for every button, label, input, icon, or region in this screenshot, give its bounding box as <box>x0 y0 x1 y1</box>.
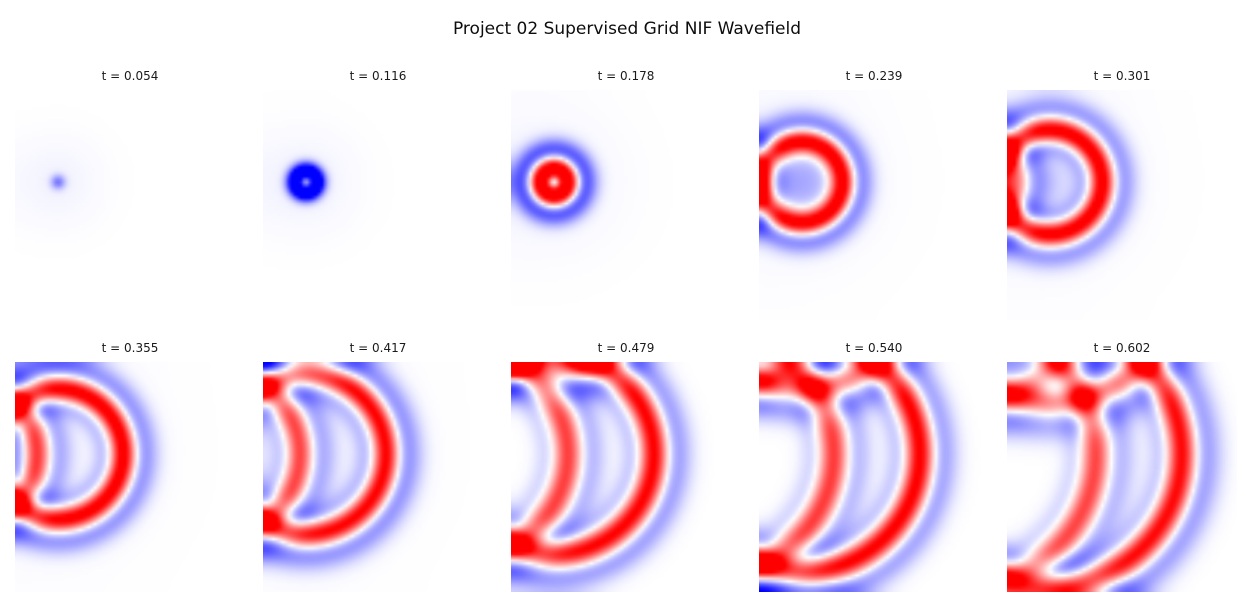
wavefield-heatmap <box>511 362 741 592</box>
wavefield-panel: t = 0.054 <box>15 62 245 320</box>
wavefield-heatmap <box>1007 362 1237 592</box>
wavefield-panel: t = 0.301 <box>1007 62 1237 320</box>
panel-time-label: t = 0.417 <box>349 341 407 355</box>
wavefield-panel: t = 0.540 <box>759 334 989 592</box>
wavefield-heatmap <box>15 90 245 320</box>
wavefield-panel: t = 0.355 <box>15 334 245 592</box>
wavefield-panel: t = 0.178 <box>511 62 741 320</box>
wavefield-panel: t = 0.417 <box>263 334 493 592</box>
panel-time-label: t = 0.239 <box>845 69 903 83</box>
panel-time-label: t = 0.355 <box>101 341 159 355</box>
panel-time-label: t = 0.178 <box>597 69 655 83</box>
figure-title: Project 02 Supervised Grid NIF Wavefield <box>452 19 802 39</box>
wavefield-heatmap <box>511 90 741 320</box>
panel-time-label: t = 0.602 <box>1093 341 1151 355</box>
wavefield-panel: t = 0.116 <box>263 62 493 320</box>
wavefield-panel: t = 0.239 <box>759 62 989 320</box>
wavefield-heatmap <box>1007 90 1237 320</box>
wavefield-panel: t = 0.602 <box>1007 334 1237 592</box>
panel-time-label: t = 0.479 <box>597 341 655 355</box>
panel-time-label: t = 0.540 <box>845 341 903 355</box>
wavefield-heatmap <box>263 90 493 320</box>
panel-time-label: t = 0.054 <box>101 69 159 83</box>
wavefield-panel: t = 0.479 <box>511 334 741 592</box>
wavefield-heatmap <box>263 362 493 592</box>
wavefield-heatmap <box>759 90 989 320</box>
wavefield-heatmap <box>15 362 245 592</box>
panel-time-label: t = 0.116 <box>349 69 407 83</box>
panel-time-label: t = 0.301 <box>1093 69 1151 83</box>
wavefield-heatmap <box>759 362 989 592</box>
